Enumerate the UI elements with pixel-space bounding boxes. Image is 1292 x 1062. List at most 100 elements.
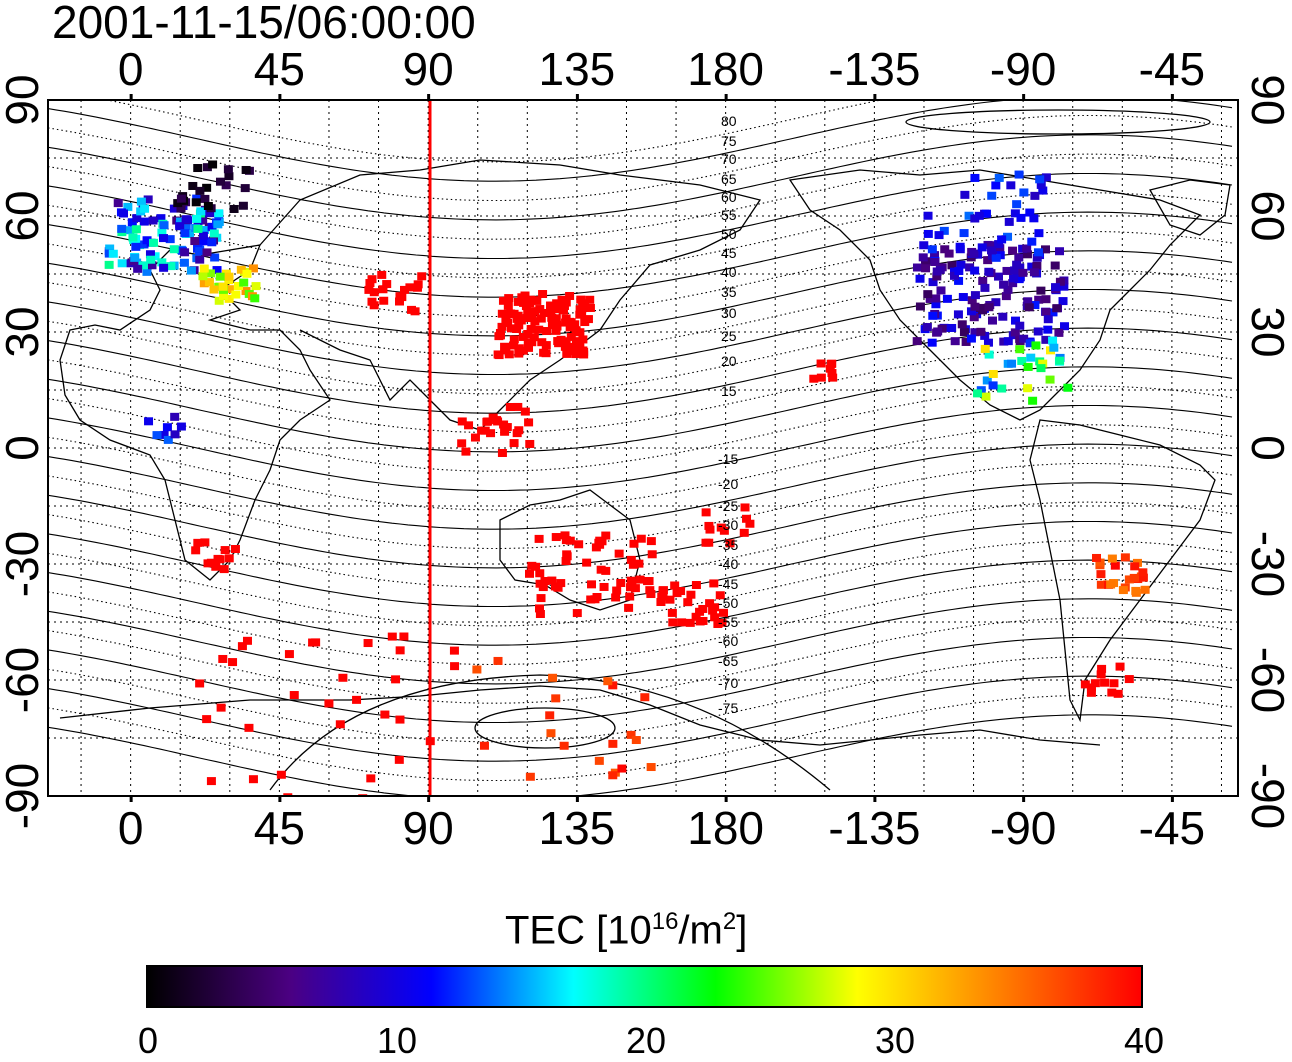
top-tick [575, 94, 579, 100]
tec-cell [1010, 209, 1020, 218]
magnetic-latitude-contour [48, 288, 1233, 376]
magnetic-latitude-label: 30 [721, 305, 737, 321]
tec-cell [234, 281, 244, 290]
bottom-tick [1022, 796, 1026, 802]
tec-cell [548, 673, 558, 682]
tec-cell [509, 335, 519, 344]
tec-cell [1029, 214, 1039, 223]
tec-cell [200, 194, 210, 203]
magnetic-latitude-label: 75 [721, 133, 737, 149]
tec-cell [525, 439, 535, 448]
magnetic-latitude-label: -25 [718, 498, 738, 514]
tec-cell [594, 756, 604, 765]
tec-cell [166, 262, 176, 271]
tec-cell [380, 710, 390, 719]
tec-cell [599, 582, 609, 591]
axis-labels: 0 45 90 135 180 -135 -90 -450 45 90 135 180 -135 -90-… [0, 43, 1292, 854]
tec-cell [176, 422, 186, 431]
tec-cell [1086, 683, 1096, 692]
tec-cell [195, 255, 205, 264]
tec-cell [526, 324, 536, 333]
tec-cell [198, 231, 208, 240]
tec-cell [1130, 562, 1140, 571]
tec-cell [159, 221, 169, 230]
lat-tick-left: 0 [0, 435, 48, 461]
tec-cell [1124, 575, 1134, 584]
tec-cell [984, 267, 994, 276]
tec-cell [140, 204, 150, 213]
tec-cell [983, 256, 993, 265]
magnetic-latitude-contour [48, 520, 1233, 608]
tec-cell [104, 260, 114, 269]
tec-cell [966, 307, 976, 316]
tec-cell [1002, 266, 1012, 275]
colorbar-tick-0: 0 [137, 1020, 159, 1061]
magnetic-latitude-label: -50 [718, 595, 738, 611]
tec-cell [237, 642, 247, 651]
tec-cell [947, 323, 957, 332]
tec-cell [1055, 277, 1065, 286]
magnetic-latitude-contour [48, 366, 1233, 453]
tec-map: 80 75 70 65 60 55 50 45 40 35 30 25 20 15 -15 -20 -25 -30… [0, 43, 1292, 854]
tec-cell [157, 228, 167, 237]
lat-tick-left: 90 [0, 74, 48, 125]
tec-cell [494, 332, 504, 341]
tec-cell [994, 240, 1004, 249]
tec-cell [965, 263, 975, 272]
tec-cell [922, 323, 932, 332]
tec-cell [612, 586, 622, 595]
magnetic-latitude-contour [48, 443, 1233, 530]
lon-tick-bottom: 135 [539, 802, 616, 854]
tec-cell [942, 294, 952, 303]
tec-cell [369, 288, 379, 297]
tec-cell [955, 242, 965, 251]
tec-cell [180, 248, 190, 257]
tec-cell [449, 646, 459, 655]
colorbar-tick-20: 20 [625, 1020, 667, 1061]
tec-cell [1107, 554, 1117, 563]
tec-cell [611, 593, 621, 602]
tec-cell [828, 373, 838, 382]
tec-cell [1086, 688, 1096, 697]
tec-cell [1031, 341, 1041, 350]
tec-cell [203, 201, 213, 210]
lon-tick-top: -45 [1139, 43, 1205, 95]
tec-cell [118, 209, 128, 218]
tec-cell [541, 341, 551, 350]
tec-cell [534, 604, 544, 613]
tec-cell [695, 617, 705, 626]
tec-cell [127, 218, 137, 227]
tec-cell [395, 297, 405, 306]
bottom-tick [1170, 796, 1174, 802]
colorbar-tick-40: 40 [1123, 1020, 1165, 1061]
tec-cell [536, 594, 546, 603]
tec-cell [1054, 328, 1064, 337]
tec-cell [556, 579, 566, 588]
tec-cell [497, 448, 507, 457]
tec-cell [546, 306, 556, 315]
tec-cell [976, 327, 986, 336]
tec-cell [1041, 295, 1051, 304]
magnetic-latitude-contour [48, 540, 1233, 627]
tec-cell [535, 569, 545, 578]
tec-cell [565, 536, 575, 545]
tec-cell [139, 240, 149, 249]
magnetic-latitude-contour [48, 482, 1233, 569]
tec-cell [250, 294, 260, 303]
magnetic-latitude-label: 70 [721, 151, 737, 167]
tec-cell [950, 337, 960, 346]
tec-cell [587, 580, 597, 589]
tec-cell [995, 244, 1005, 253]
coastlines [59, 159, 1231, 746]
tec-cell [400, 285, 410, 294]
tec-cell [827, 369, 837, 378]
tec-cell [1006, 181, 1016, 190]
tec-cell [139, 217, 149, 226]
tec-cell [1026, 353, 1036, 362]
tec-cell [535, 609, 545, 618]
tec-cell [158, 234, 168, 243]
tec-cell [188, 800, 197, 808]
tec-cell [627, 579, 637, 588]
tec-cell [709, 579, 719, 588]
tec-cell [276, 770, 286, 779]
